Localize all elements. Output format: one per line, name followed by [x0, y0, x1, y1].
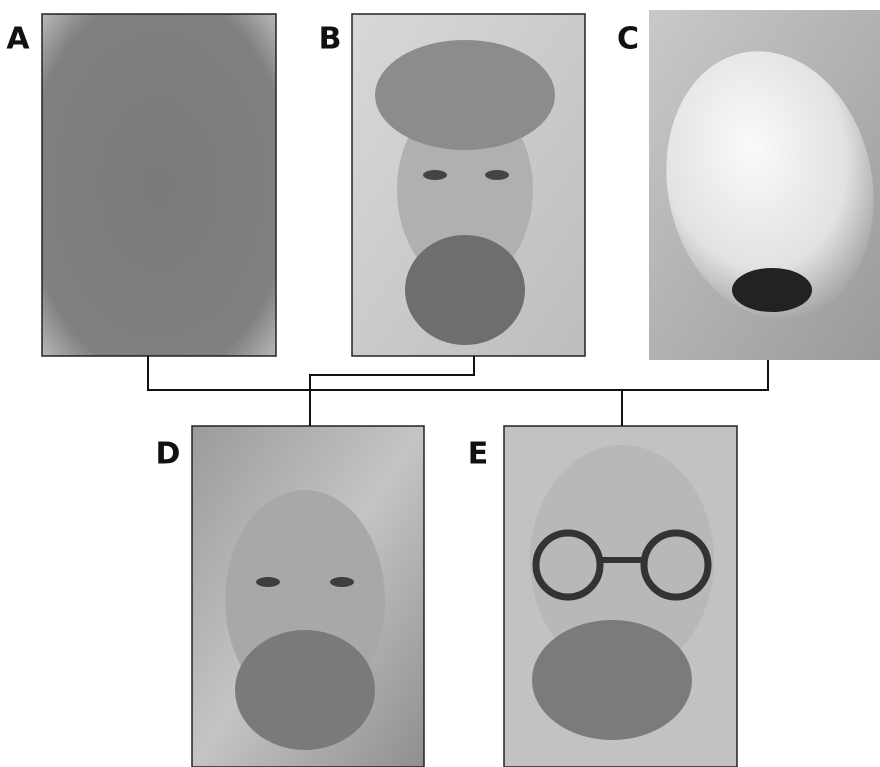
panel-label: A	[6, 22, 30, 57]
panel-label: B	[319, 22, 342, 57]
panel-label: D	[156, 437, 181, 472]
panel-e-image	[503, 425, 738, 767]
panel-b-image	[351, 13, 586, 357]
panel-label: E	[468, 437, 489, 472]
panel-c-image	[649, 10, 880, 360]
panel-label: C	[617, 22, 639, 57]
panel-a-image	[41, 13, 277, 357]
connectors	[147, 356, 769, 426]
panel-d-image	[191, 425, 425, 767]
